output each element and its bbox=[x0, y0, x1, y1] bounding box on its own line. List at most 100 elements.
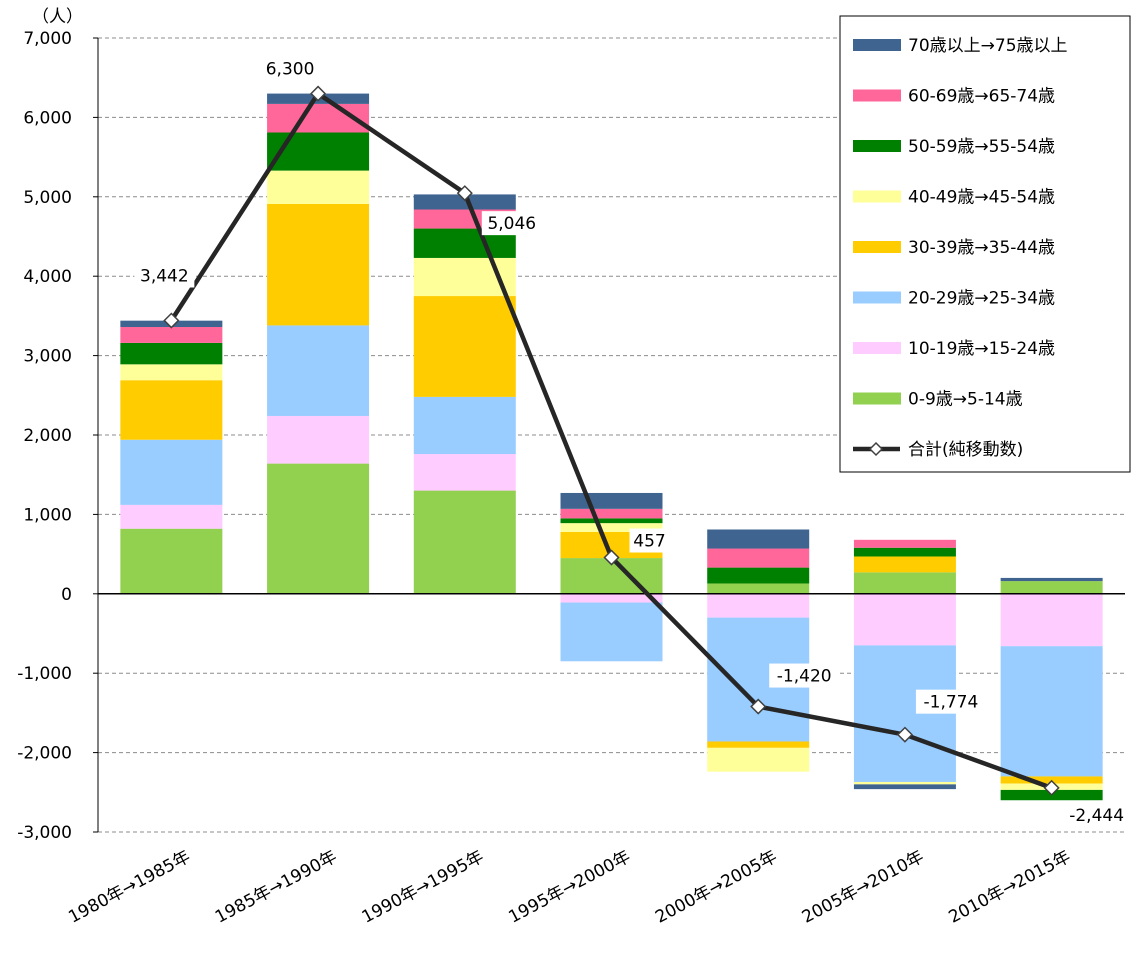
x-category-label: 1990年→1995年 bbox=[359, 847, 487, 928]
legend: 70歳以上→75歳以上 60-69歳→65-74歳 50-59歳→55-54歳 40-… bbox=[839, 15, 1131, 473]
total-data-label: -1,774 bbox=[924, 693, 979, 713]
bar-segment bbox=[120, 528, 223, 594]
legend-label: 60-69歳→65-74歳 bbox=[908, 87, 1055, 107]
legend-label: 50-59歳→55-54歳 bbox=[908, 137, 1055, 157]
total-point-marker bbox=[603, 549, 620, 566]
data-label-bg bbox=[1061, 802, 1132, 827]
total-data-labels: 3,442 6,300 5,046 457 -1,420 -1,774 -2,444 bbox=[134, 56, 1132, 827]
x-category-label: 2010年→2015年 bbox=[946, 847, 1074, 928]
x-category-label: 2000年→2005年 bbox=[652, 847, 780, 928]
bar-segment bbox=[560, 523, 663, 532]
total-line bbox=[163, 85, 1060, 796]
y-axis-ticks: -3,000 -2,000 -1,000 0 1,000 2,000 3,000 4,000 5… bbox=[17, 29, 99, 843]
bar-segment bbox=[853, 645, 956, 782]
bar-segment bbox=[413, 490, 516, 594]
legend-swatch bbox=[853, 190, 901, 203]
legend-label: 30-39歳→35-44歳 bbox=[908, 238, 1055, 258]
legend-swatch bbox=[853, 392, 901, 405]
data-label-bg bbox=[134, 263, 195, 288]
legend-label: 10-19歳→15-24歳 bbox=[908, 339, 1055, 359]
bar-segment bbox=[707, 567, 810, 584]
total-data-label: 6,300 bbox=[266, 60, 315, 80]
data-label-bg bbox=[769, 663, 840, 688]
bar-segment bbox=[707, 593, 810, 618]
total-data-label: -2,444 bbox=[1069, 806, 1124, 826]
y-tick-label: -2,000 bbox=[17, 744, 72, 764]
total-data-label: 3,442 bbox=[140, 267, 189, 287]
bar-segment bbox=[853, 556, 956, 573]
bar-segment bbox=[707, 548, 810, 568]
legend-label: 70歳以上→75歳以上 bbox=[908, 36, 1068, 56]
legend-swatch bbox=[853, 89, 901, 102]
bar-segment bbox=[413, 296, 516, 397]
bar-segment bbox=[413, 454, 516, 491]
bar-segment bbox=[560, 492, 663, 509]
bar-segment bbox=[120, 380, 223, 440]
y-tick-label: 2,000 bbox=[23, 426, 72, 446]
bar-segment bbox=[853, 784, 956, 790]
data-label-bg bbox=[629, 528, 670, 553]
y-tick-label: 3,000 bbox=[23, 347, 72, 367]
bar-segment bbox=[707, 741, 810, 748]
y-tick-label: -3,000 bbox=[17, 823, 72, 843]
legend-label: 0-9歳→5-14歳 bbox=[908, 390, 1023, 410]
bar-segment bbox=[1000, 593, 1103, 647]
bar-segment bbox=[120, 439, 223, 505]
bar-segment bbox=[853, 547, 956, 557]
bar-segment bbox=[120, 364, 223, 381]
total-point-marker bbox=[310, 85, 327, 102]
data-label-bg bbox=[260, 56, 321, 81]
bar-segment bbox=[413, 396, 516, 455]
data-label-bg bbox=[481, 211, 542, 236]
legend-label: 40-49歳→45-54歳 bbox=[908, 188, 1055, 208]
bar-segment bbox=[1000, 577, 1103, 582]
bar-segment bbox=[707, 747, 810, 772]
y-tick-label: 0 bbox=[61, 585, 72, 605]
x-category-label: 1985年→1990年 bbox=[212, 847, 340, 928]
x-category-label: 2005年→2010年 bbox=[799, 847, 927, 928]
total-data-label: -1,420 bbox=[777, 667, 832, 687]
bar-segment bbox=[853, 539, 956, 548]
bar-segment bbox=[560, 508, 663, 519]
bar-segment bbox=[413, 194, 516, 210]
y-tick-label: 1,000 bbox=[23, 505, 72, 525]
y-tick-label: 5,000 bbox=[23, 188, 72, 208]
bar-segment bbox=[707, 529, 810, 549]
total-point-marker bbox=[456, 185, 473, 202]
bar-segment bbox=[267, 325, 370, 416]
bar-segment bbox=[267, 132, 370, 171]
bar-segment bbox=[267, 415, 370, 464]
legend-swatch-marker bbox=[868, 441, 884, 457]
total-point-marker bbox=[163, 312, 180, 329]
bar-segment bbox=[560, 593, 663, 603]
legend-swatch bbox=[853, 342, 901, 354]
y-unit-label: （人） bbox=[32, 7, 83, 27]
legend-label: 合計(純移動数) bbox=[908, 440, 1023, 460]
bar-segment bbox=[120, 504, 223, 529]
y-tick-label: 6,000 bbox=[23, 108, 72, 128]
bar-segment bbox=[267, 463, 370, 594]
legend-swatch bbox=[853, 291, 901, 304]
bar-segment bbox=[267, 203, 370, 326]
total-point-marker bbox=[1043, 779, 1060, 796]
bar-segment bbox=[853, 572, 956, 594]
total-data-label: 457 bbox=[633, 532, 665, 552]
data-label-bg bbox=[915, 689, 986, 714]
legend-swatch bbox=[853, 39, 901, 51]
bar-segment bbox=[1000, 646, 1103, 777]
y-tick-label: -1,000 bbox=[17, 664, 72, 684]
bar-segment bbox=[707, 583, 810, 594]
x-category-label: 1980年→1985年 bbox=[65, 847, 193, 928]
bar-segment bbox=[1000, 581, 1103, 594]
legend-swatch bbox=[853, 241, 901, 253]
bar-segment bbox=[120, 342, 223, 365]
legend-swatch bbox=[853, 140, 901, 152]
total-data-label: 5,046 bbox=[487, 214, 536, 234]
total-point-marker bbox=[750, 698, 767, 715]
bar-segment bbox=[120, 327, 223, 343]
bar-segment bbox=[560, 518, 663, 524]
y-tick-label: 4,000 bbox=[23, 267, 72, 287]
bar-segment bbox=[560, 602, 663, 662]
bar-segment bbox=[853, 781, 956, 785]
